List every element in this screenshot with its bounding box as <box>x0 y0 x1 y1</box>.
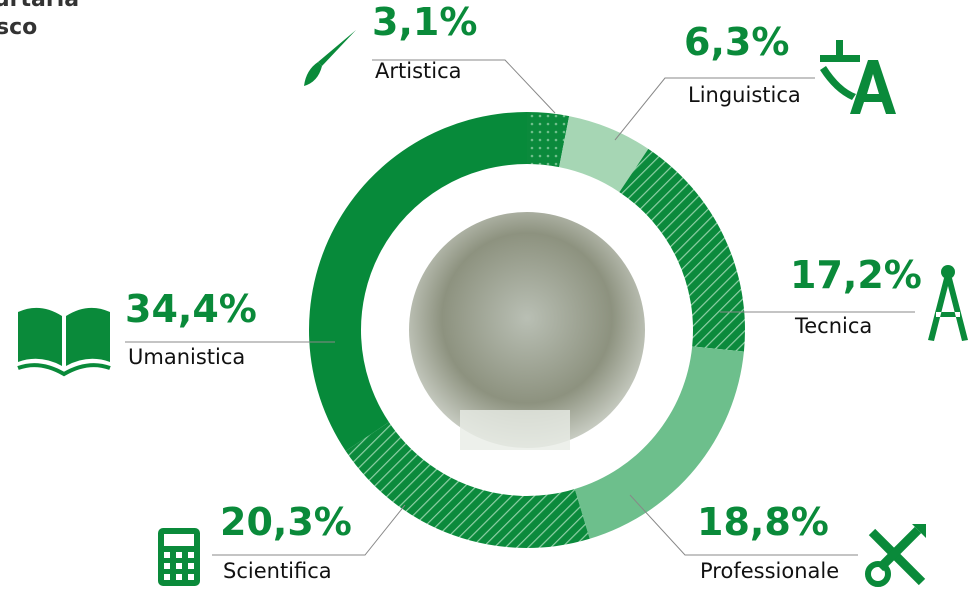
icon-tools <box>868 524 926 584</box>
title-line: sco <box>0 15 37 40</box>
value-label: 18,8% <box>697 500 829 544</box>
value-label: 17,2% <box>790 253 922 297</box>
category-label: Artistica <box>375 59 462 83</box>
icon-book <box>18 308 110 374</box>
icon-brush <box>304 30 356 86</box>
category-label: Linguistica <box>688 83 801 107</box>
value-label: 3,1% <box>372 0 477 44</box>
title-line: urtaria <box>0 0 79 12</box>
icon-compass <box>928 265 968 341</box>
photo-ground <box>460 410 570 450</box>
chart: urtaria sco 3,1% Artistica 6,3% Linguistica… <box>0 0 969 593</box>
icon-translate <box>820 40 896 114</box>
value-label: 20,3% <box>220 500 352 544</box>
category-label: Tecnica <box>794 314 872 338</box>
value-label: 34,4% <box>125 287 257 331</box>
category-label: Umanistica <box>128 345 245 369</box>
category-label: Professionale <box>700 559 839 583</box>
category-label: Scientifica <box>223 559 332 583</box>
value-label: 6,3% <box>684 20 789 64</box>
icon-calculator <box>158 528 200 586</box>
